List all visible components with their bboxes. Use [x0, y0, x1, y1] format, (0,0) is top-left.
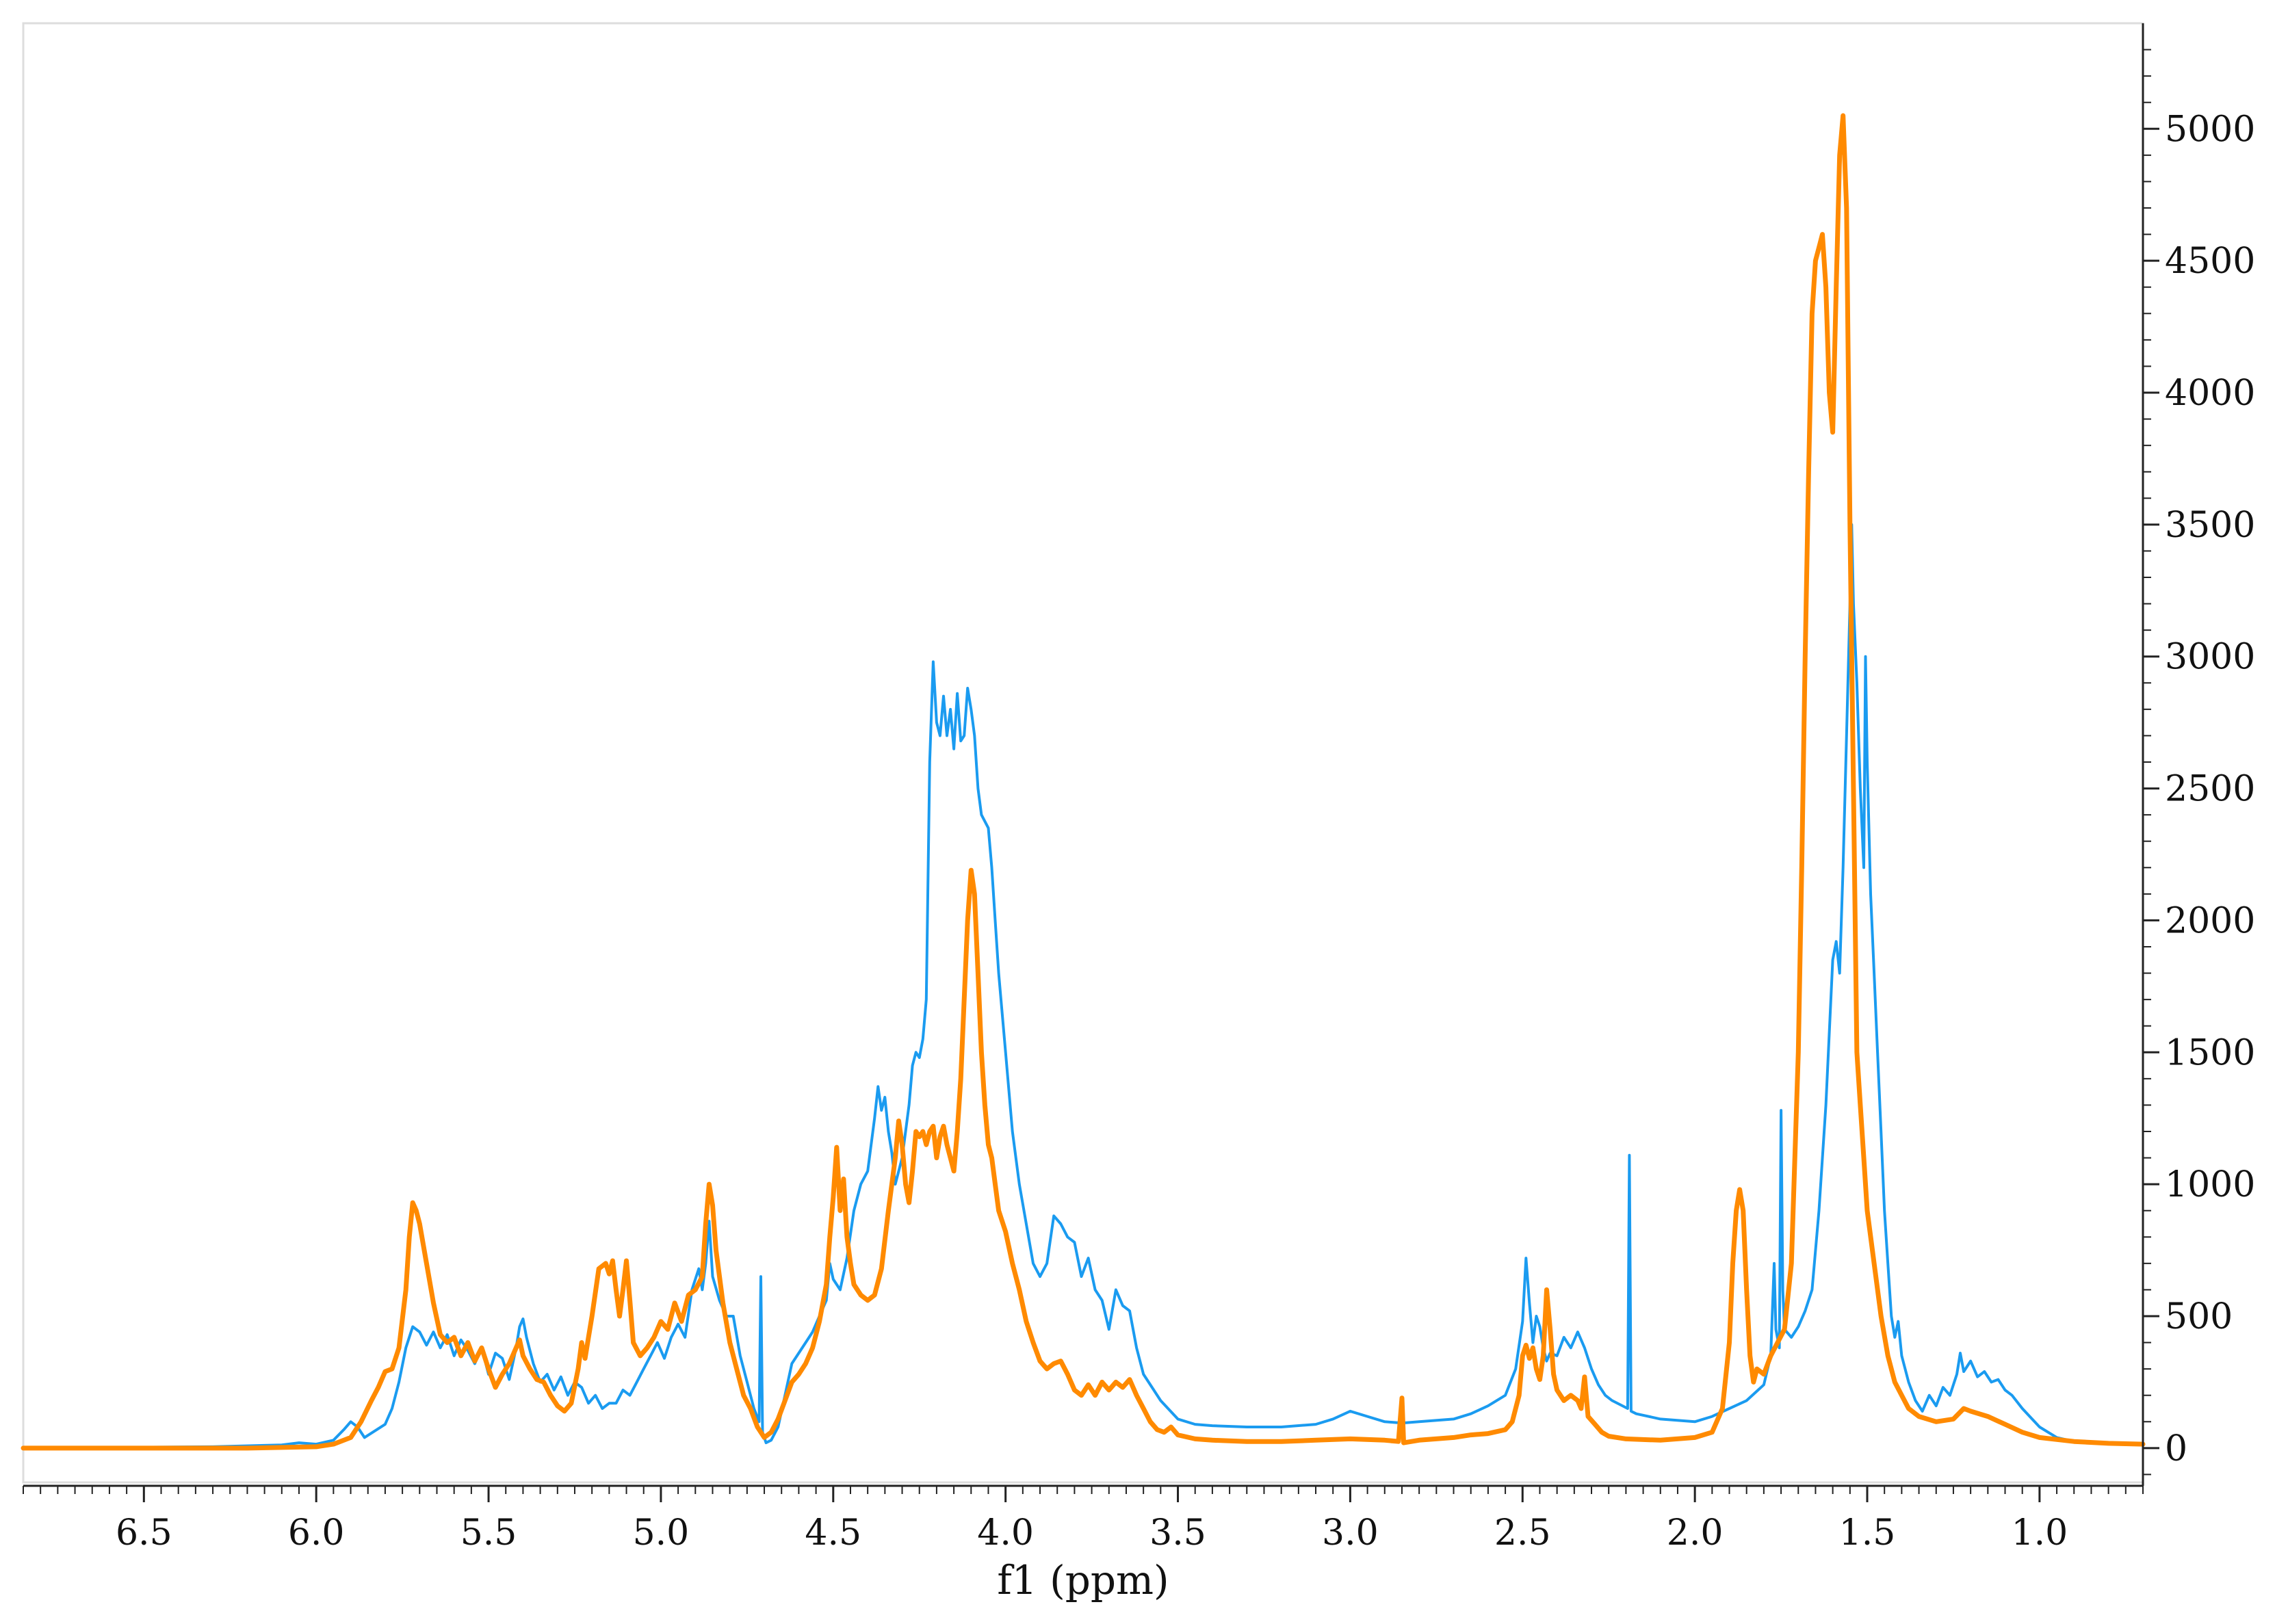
x-minor-ticks — [23, 1486, 2144, 1494]
x-tick-label: 3.0 — [1322, 1512, 1379, 1554]
x-tick-label: 2.5 — [1494, 1512, 1551, 1554]
x-tick-labels: 6.5 6.0 5.5 5.0 4.5 4.0 3.5 3.0 2.5 2.0 1.5 1.0 — [116, 1512, 2068, 1554]
series-layer — [21, 113, 2146, 1451]
y-minor-ticks — [2143, 49, 2151, 1476]
x-tick-label: 1.5 — [1839, 1512, 1896, 1554]
y-tick-label: 500 — [2165, 1296, 2233, 1337]
x-major-ticks — [142, 1486, 2041, 1502]
x-tick-label: 4.0 — [977, 1512, 1034, 1554]
y-tick-label: 2500 — [2165, 769, 2255, 810]
y-tick-label: 5000 — [2165, 109, 2255, 150]
x-tick-label: 4.5 — [805, 1512, 861, 1554]
x-tick-label: 1.0 — [2012, 1512, 2068, 1554]
y-tick-label: 1500 — [2165, 1032, 2255, 1073]
y-tick-label: 0 — [2165, 1428, 2187, 1469]
plot-frame — [22, 22, 2144, 1484]
x-tick-label: 6.0 — [288, 1512, 345, 1554]
y-major-ticks — [2143, 127, 2159, 1450]
y-tick-label: 2000 — [2165, 900, 2255, 941]
y-tick-label: 1000 — [2165, 1164, 2255, 1205]
y-tick-label: 3000 — [2165, 637, 2255, 678]
y-axis: 0 500 1000 1500 2000 2500 3000 3500 4000 4500 5000 — [2142, 23, 2255, 1486]
x-tick-label: 5.0 — [633, 1512, 690, 1554]
x-tick-label: 6.5 — [116, 1512, 172, 1554]
y-tick-label: 4500 — [2165, 241, 2255, 282]
x-axis: 6.5 6.0 5.5 5.0 4.5 4.0 3.5 3.0 2.5 2.0 1.5 1.0 f1 … — [23, 1484, 2144, 1603]
x-tick-label: 3.5 — [1149, 1512, 1206, 1554]
y-tick-label: 3500 — [2165, 505, 2255, 546]
series-line-1 — [22, 523, 2144, 1450]
x-axis-title: f1 (ppm) — [997, 1557, 1169, 1603]
y-tick-label: 4000 — [2165, 373, 2255, 414]
x-tick-label: 2.0 — [1667, 1512, 1724, 1554]
y-tick-labels: 0 500 1000 1500 2000 2500 3000 3500 4000 4500 5000 — [2165, 109, 2255, 1469]
x-tick-label: 5.5 — [460, 1512, 517, 1554]
series-line-2 — [21, 113, 2146, 1451]
